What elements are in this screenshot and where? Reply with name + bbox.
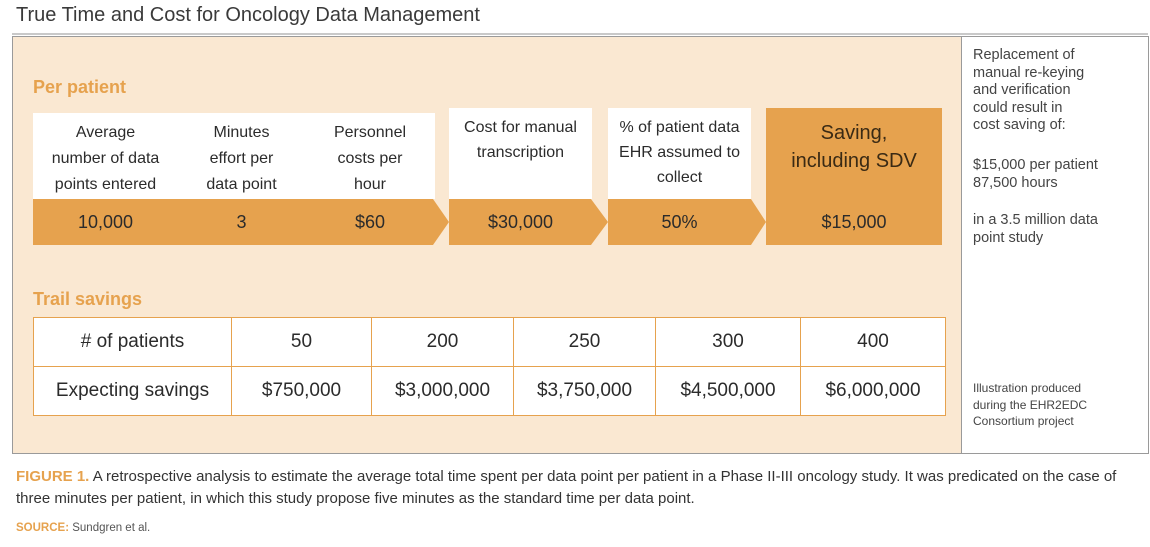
header-line: Cost for manual xyxy=(464,119,577,136)
table-cell: $6,000,000 xyxy=(800,366,946,416)
sidebar-line: in a 3.5 million data xyxy=(973,212,1098,228)
sidebar-line: Illustration produced xyxy=(973,381,1082,395)
value-segment-saving: $15,000 xyxy=(766,199,942,245)
column-header-personnel: Personnel costs per hour xyxy=(305,113,435,199)
value-segment-minutes: 3 xyxy=(178,199,305,245)
figure-source: SOURCE: Sundgren et al. xyxy=(16,522,150,534)
header-line: Average xyxy=(75,124,136,141)
column-header-saving: Saving, including SDV xyxy=(766,108,942,199)
header-line: collect xyxy=(656,169,703,186)
source-label: SOURCE: xyxy=(16,522,70,534)
table-row: # of patients 50 200 250 300 400 xyxy=(33,317,946,367)
header-line: costs per xyxy=(337,150,403,167)
header-line: points entered xyxy=(54,176,157,193)
segment-shape xyxy=(178,199,305,245)
column-header-data-points: Average number of data points entered xyxy=(33,113,178,199)
per-patient-heading: Per patient xyxy=(33,77,127,97)
segment-shape xyxy=(766,199,942,245)
header-line: EHR assumed to xyxy=(619,144,740,161)
title-rule xyxy=(12,33,1148,35)
table-cell: $3,750,000 xyxy=(513,366,656,416)
caption-label: FIGURE 1. xyxy=(16,468,90,485)
table-cell: 50 xyxy=(231,317,372,367)
sidebar-line: and verification xyxy=(973,82,1071,98)
value-data-points: 10,000 xyxy=(77,212,134,232)
value-manual-cost: $30,000 xyxy=(487,212,554,232)
header-line: transcription xyxy=(476,144,565,161)
header-line: number of data xyxy=(51,150,160,167)
segment-arrow xyxy=(608,199,766,245)
value-segment-data-points: 10,000 xyxy=(33,199,178,245)
savings-table: # of patients 50 200 250 300 400 Expecti… xyxy=(33,317,946,416)
sidebar-line: Replacement of xyxy=(973,47,1075,63)
sidebar-line: 87,500 hours xyxy=(973,174,1058,191)
sidebar-line: cost saving of: xyxy=(973,117,1066,133)
sidebar-line: during the EHR2EDC xyxy=(973,397,1088,412)
sidebar-credit: Illustration produced during the EHR2EDC… xyxy=(973,380,1087,430)
source-text: Sundgren et al. xyxy=(72,522,151,534)
header-line: Saving, xyxy=(820,122,888,144)
figure-caption: FIGURE 1. A retrospective analysis to es… xyxy=(16,466,1136,510)
value-minutes: 3 xyxy=(236,212,247,232)
trail-savings-heading: Trail savings xyxy=(33,289,143,309)
value-saving: $15,000 xyxy=(821,212,887,232)
sidebar-frame xyxy=(962,36,1149,454)
header-line: including SDV xyxy=(791,150,917,172)
header-line: Personnel xyxy=(333,124,407,141)
sidebar-saving: $15,000 per patient 87,500 hours xyxy=(973,157,1098,192)
header-line: % of patient data xyxy=(619,119,740,136)
segment-arrow xyxy=(449,199,608,245)
column-header-ehr-share: % of patient data EHR assumed to collect xyxy=(608,108,751,199)
sidebar-line: Consortium project xyxy=(973,414,1074,428)
header-line: Minutes xyxy=(213,124,270,141)
value-ehr-share: 50% xyxy=(661,212,698,232)
table-cell: $4,500,000 xyxy=(655,366,801,416)
table-cell: 300 xyxy=(655,317,801,367)
table-cell: 400 xyxy=(800,317,946,367)
header-line: effort per xyxy=(209,150,274,167)
column-header-minutes: Minutes effort per data point xyxy=(178,113,305,199)
segment-arrow xyxy=(305,199,449,245)
value-segment-ehr-share: 50% xyxy=(608,199,766,245)
table-cell: 200 xyxy=(371,317,514,367)
table-cell: $750,000 xyxy=(231,366,372,416)
table-cell: $3,000,000 xyxy=(371,366,514,416)
value-segment-manual-cost: $30,000 xyxy=(449,199,608,245)
header-line: data point xyxy=(206,176,277,193)
sidebar-line: point study xyxy=(973,229,1044,246)
table-row: Expecting savings $750,000 $3,000,000 $3… xyxy=(33,366,946,416)
caption-text: A retrospective analysis to estimate the… xyxy=(16,468,1117,507)
column-header-manual-cost: Cost for manual transcription xyxy=(449,108,592,199)
row-label-savings: Expecting savings xyxy=(33,366,232,416)
row-label-patients: # of patients xyxy=(33,317,232,367)
value-personnel: $60 xyxy=(354,212,386,232)
value-segment-personnel: $60 xyxy=(305,199,449,245)
header-line: hour xyxy=(353,176,387,193)
sidebar-intro: Replacement of manual re-keying and veri… xyxy=(973,47,1084,135)
segment-shape xyxy=(33,199,178,245)
sidebar-line: could result in xyxy=(973,99,1063,116)
table-cell: 250 xyxy=(513,317,656,367)
figure-title: True Time and Cost for Oncology Data Man… xyxy=(16,4,480,26)
sidebar-line: $15,000 per patient xyxy=(973,157,1098,173)
sidebar-line: manual re-keying xyxy=(973,64,1085,81)
sidebar-study: in a 3.5 million data point study xyxy=(973,212,1098,247)
